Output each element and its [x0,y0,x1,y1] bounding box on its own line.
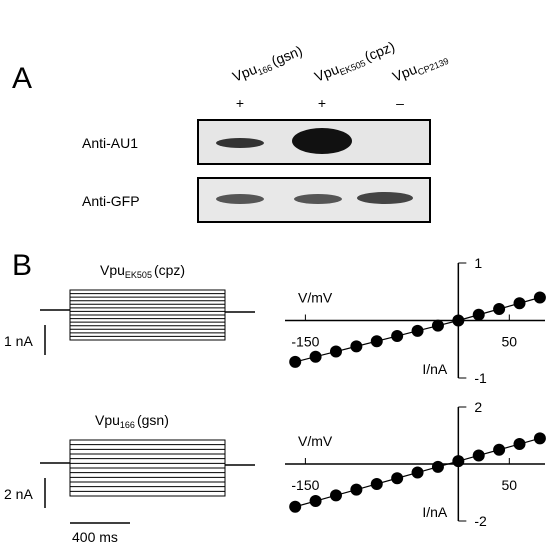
point [533,291,546,304]
lane-sign: – [396,95,404,111]
x-tick-label: 50 [502,477,518,493]
lane-label: VpuCP2139 [390,48,450,86]
point [472,308,485,321]
y-tick-label: -1 [474,370,487,386]
trace [69,310,226,341]
point [370,477,383,490]
point [289,355,302,368]
panel-label: B [12,249,32,282]
point [452,314,465,327]
x-axis-label: V/mV [298,433,333,449]
name: Vpu [312,61,341,85]
time-scale-label: 400 ms [72,529,118,545]
suffix: (cpz) [154,262,185,278]
trace [69,289,226,310]
point [309,495,322,508]
band [292,128,352,154]
point [513,438,526,451]
lane-label: Vpu166(gsn) [230,42,305,86]
point [411,324,424,337]
band [216,138,264,148]
subscript: EK505 [338,58,367,77]
trace [69,303,226,310]
blot-label: Anti-AU1 [82,135,138,151]
name: Vpu [390,61,419,85]
lane-label: VpuEK505(cpz) [312,38,398,87]
x-tick-label: -150 [291,477,319,493]
scale-label: 2 nA [4,486,33,502]
trace [69,310,226,312]
point [513,297,526,310]
name: Vpu [100,262,125,278]
trace [69,463,226,497]
trace [69,439,226,463]
trace [69,307,226,310]
band [357,192,413,204]
x-axis-label: V/mV [298,290,333,306]
suffix: (cpz) [362,38,397,64]
point [431,319,444,332]
band [294,194,342,204]
band [216,194,264,204]
trace [69,463,226,478]
y-tick-label: -2 [474,513,487,529]
y-tick-label: 2 [474,399,482,415]
subscript: CP2139 [416,56,450,77]
point [472,449,485,462]
name: Vpu [230,61,259,85]
lane-sign: + [236,95,244,111]
trace [69,448,226,463]
suffix: (gsn) [269,42,305,69]
subscript: 166 [256,62,274,77]
suffix: (gsn) [137,412,169,428]
name: Vpu [95,412,120,428]
point [493,443,506,456]
scale-label: 1 nA [4,333,33,349]
trace [69,310,226,330]
subscript: 166 [120,420,135,430]
trace [69,463,226,488]
trace [69,458,226,463]
point [329,489,342,502]
point [493,303,506,315]
subscript: EK505 [125,270,152,280]
point [370,335,383,348]
trace [69,310,226,327]
point [452,455,465,468]
recording-title: Vpu166 (gsn) [95,412,169,430]
recording-title: VpuEK505 (cpz) [100,262,185,280]
point [533,432,546,445]
point [411,466,424,479]
point [289,500,302,513]
panel-label: A [12,62,32,95]
point [391,472,404,485]
point [431,460,444,473]
trace [69,300,226,310]
trace [69,310,226,316]
lane-sign: + [318,95,326,111]
point [391,330,404,343]
blot-label: Anti-GFP [82,193,140,209]
y-axis-label: I/nA [422,361,448,377]
point [309,350,322,363]
point [350,483,363,496]
y-axis-label: I/nA [422,504,448,520]
x-tick-label: -150 [291,334,319,350]
point [329,345,342,358]
point [350,340,363,353]
y-tick-label: 1 [474,255,482,271]
x-tick-label: 50 [502,334,518,350]
